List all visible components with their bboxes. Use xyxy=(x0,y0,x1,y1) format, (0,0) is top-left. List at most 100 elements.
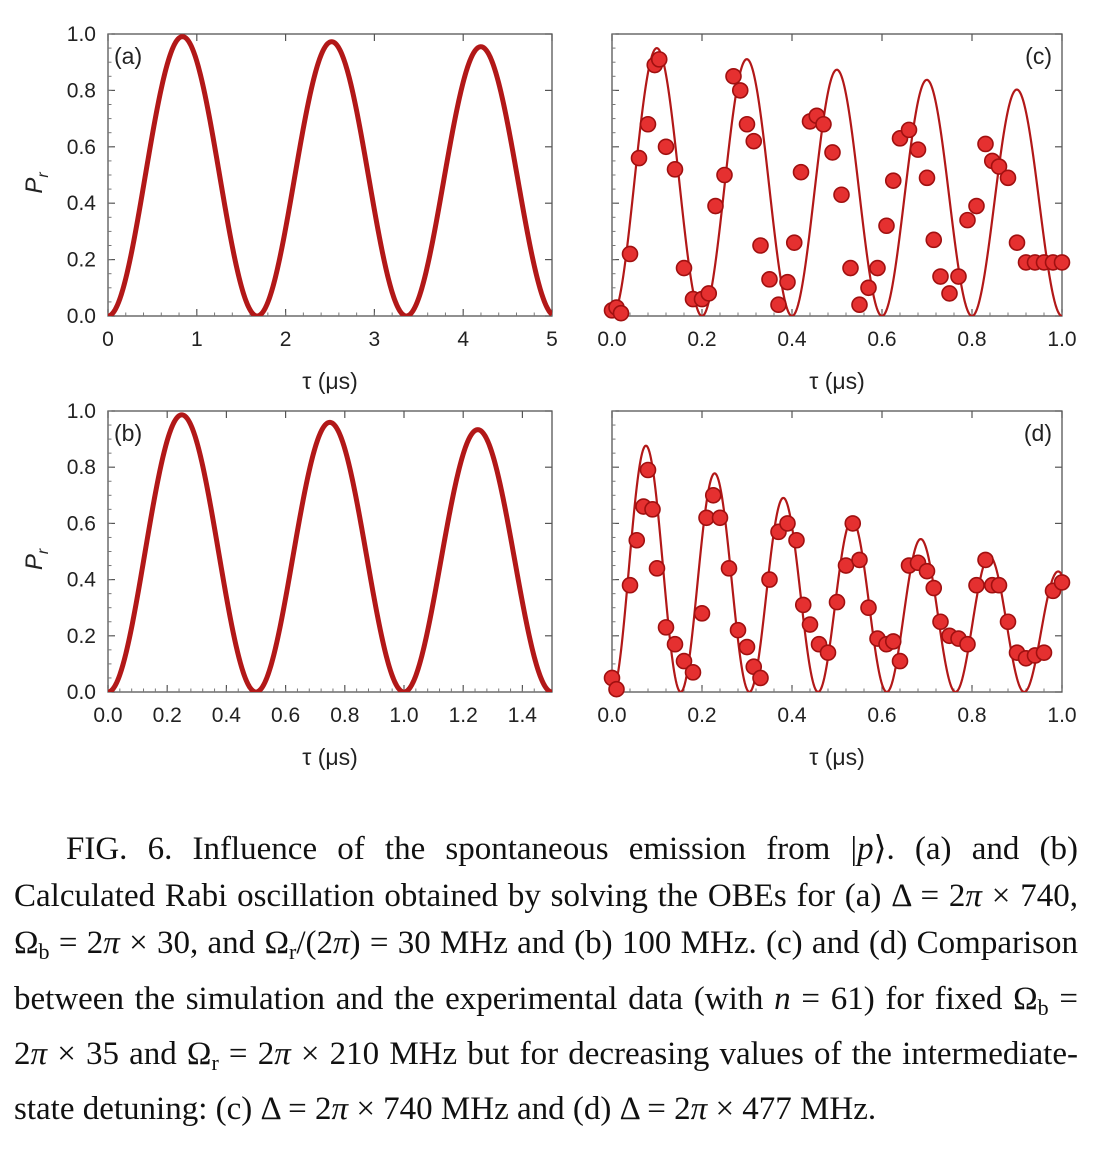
x-tick-label-a: 5 xyxy=(546,328,558,351)
data-point-d xyxy=(639,461,657,479)
data-point-d xyxy=(1035,644,1053,661)
data-point-d xyxy=(794,596,812,614)
caption-run: ) = 30 MHz and (b) 100 MHz. (c) and (d) … xyxy=(14,925,1078,1017)
caption-run: b xyxy=(1037,994,1049,1020)
caption-run: ⟩. (a) and (b) Calculated Rabi oscillati… xyxy=(14,831,1078,915)
data-point-d xyxy=(779,515,796,532)
caption-run: π xyxy=(331,1091,349,1128)
data-point-d xyxy=(675,652,693,670)
data-point-d xyxy=(925,579,943,597)
caption-run: π xyxy=(274,1035,291,1072)
data-point-d xyxy=(644,501,661,518)
panel-frame-b xyxy=(107,410,553,693)
data-point-d xyxy=(711,509,729,527)
data-point-d xyxy=(684,664,702,681)
y-tick-label-b: 0.8 xyxy=(67,456,96,479)
panel-label-d: (d) xyxy=(1024,420,1052,446)
x-axis-label-d: τ (μs) xyxy=(809,744,865,770)
data-point-d xyxy=(648,560,666,577)
y-tick-label-a: 0.6 xyxy=(67,136,96,159)
caption-run: × 30, and Ω xyxy=(119,925,289,962)
figure-6: 0 1 2 3 4 50.00.20.40.60.81.0τ (μs)Pr(a)0.0 0.… xyxy=(21,23,1077,770)
data-point-c xyxy=(650,51,668,68)
data-point-d xyxy=(891,652,909,670)
panel-frame-a xyxy=(107,33,553,317)
caption-run: × 35 and Ω xyxy=(47,1035,212,1072)
data-point-c xyxy=(950,268,967,285)
data-point-c xyxy=(707,197,724,215)
x-tick-label-b: 0.0 xyxy=(93,704,122,727)
data-point-c xyxy=(815,115,832,133)
caption-run: = 2 xyxy=(49,925,104,962)
x-tick-label-b: 1.4 xyxy=(508,704,538,727)
data-point-d xyxy=(959,635,976,653)
data-point-d xyxy=(918,562,936,580)
data-point-d xyxy=(693,605,711,622)
x-axis-label-c: τ (μs) xyxy=(809,368,865,394)
data-point-c xyxy=(959,211,976,229)
data-point-c xyxy=(621,245,639,263)
x-tick-label-b: 0.6 xyxy=(271,704,300,727)
data-point-c xyxy=(630,149,648,167)
data-point-d xyxy=(977,551,994,569)
y-tick-label-a: 0.4 xyxy=(67,192,97,215)
x-tick-label-d: 0.6 xyxy=(867,704,896,727)
data-point-d xyxy=(801,616,819,633)
data-point-c xyxy=(878,217,895,235)
data-point-d xyxy=(666,635,684,653)
data-point-d xyxy=(999,613,1017,631)
caption-run: × 210 MHz but for decreasing values of t… xyxy=(14,1035,1078,1128)
data-point-c xyxy=(761,271,778,288)
y-tick-label-b: 1.0 xyxy=(67,400,96,423)
data-point-d xyxy=(788,531,805,549)
data-point-c xyxy=(785,234,803,251)
data-point-c xyxy=(851,296,868,314)
data-point-c xyxy=(900,121,918,139)
data-point-c xyxy=(725,68,742,85)
data-point-c xyxy=(700,285,718,302)
x-tick-label-a: 2 xyxy=(280,328,292,351)
x-tick-label-b: 0.2 xyxy=(153,704,182,727)
data-point-d xyxy=(884,633,902,650)
y-tick-label-b: 0.0 xyxy=(67,681,96,704)
x-axis-label-a: τ (μs) xyxy=(302,368,358,394)
y-tick-label-a: 0.8 xyxy=(67,79,96,102)
data-point-c xyxy=(968,197,985,215)
caption-run: π xyxy=(30,1035,48,1072)
caption-run: π xyxy=(965,878,982,915)
data-point-c xyxy=(639,115,657,133)
figure-caption: FIG. 6. Influence of the spontaneous emi… xyxy=(14,826,1078,1133)
x-tick-label-c: 0.6 xyxy=(867,328,896,351)
y-axis-label-a: Pr xyxy=(21,172,52,194)
data-point-c xyxy=(842,259,859,277)
x-tick-label-c: 0.2 xyxy=(687,328,716,351)
caption-run: /(2 xyxy=(296,925,333,962)
x-tick-label-c: 0.0 xyxy=(597,328,626,351)
y-axis-label-b: Pr xyxy=(21,548,52,570)
data-point-c xyxy=(731,82,749,99)
x-tick-label-d: 0.8 xyxy=(957,704,986,727)
data-point-d xyxy=(844,515,862,532)
data-point-d xyxy=(752,669,769,687)
data-point-d xyxy=(932,613,949,631)
x-tick-label-c: 1.0 xyxy=(1047,328,1076,351)
data-point-d xyxy=(860,599,877,617)
curve-c xyxy=(612,47,1062,316)
data-point-d xyxy=(657,619,675,636)
x-tick-label-b: 0.8 xyxy=(330,704,359,727)
x-tick-label-c: 0.4 xyxy=(777,328,807,351)
data-point-c xyxy=(612,304,630,322)
x-axis-label-b: τ (μs) xyxy=(302,744,358,770)
y-tick-label-a: 0.2 xyxy=(67,249,96,272)
x-tick-label-a: 0 xyxy=(102,328,114,351)
y-tick-label-a: 1.0 xyxy=(67,23,96,46)
data-point-d xyxy=(851,551,868,569)
caption-run: × 477 MHz. xyxy=(707,1091,877,1128)
x-tick-label-b: 1.2 xyxy=(449,704,478,727)
data-point-d xyxy=(1053,574,1071,591)
panel-label-b: (b) xyxy=(114,420,142,446)
data-point-c xyxy=(779,273,796,291)
data-point-c xyxy=(932,268,949,285)
data-point-c xyxy=(977,135,994,153)
data-point-c xyxy=(745,132,763,150)
